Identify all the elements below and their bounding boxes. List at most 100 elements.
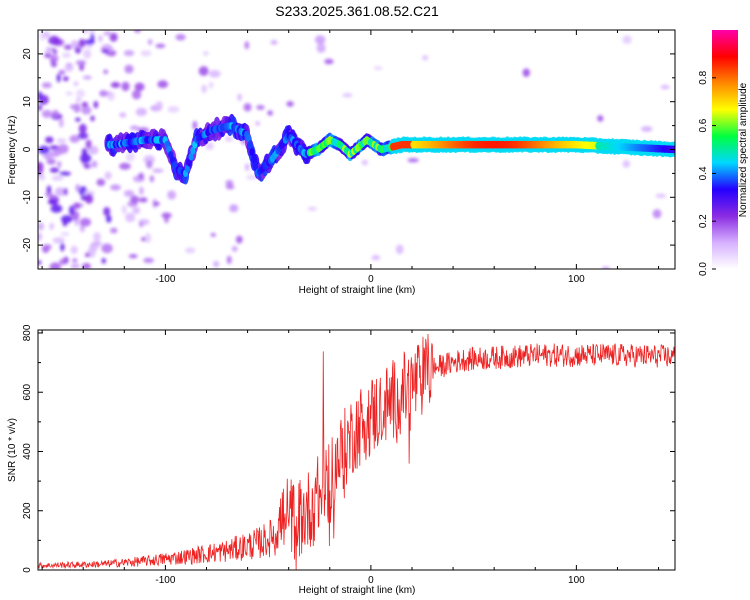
spectrogram-noise-blob [56, 138, 67, 144]
snr-ytick-label: 400 [22, 443, 33, 460]
spectrogram-noise-blob [130, 195, 140, 204]
spectrogram-noise-blob [44, 52, 52, 59]
spectrogram-xlabel: Height of straight line (km) [299, 285, 416, 296]
figure-title: S233.2025.361.08.52.C21 [275, 3, 439, 19]
spectrogram-ridge-core [186, 158, 192, 167]
spectrogram-noise-blob [140, 50, 152, 57]
spectrogram-noise-blob [62, 220, 68, 227]
spectrogram-noise-blob [210, 232, 216, 237]
spectrogram-noise-blob [70, 263, 80, 269]
spectrogram-noise-blob [38, 232, 43, 241]
spectrogram-noise-blob [65, 91, 73, 96]
spectrogram-noise-blob [244, 41, 250, 50]
spectrogram-noise-blob [38, 260, 42, 265]
spectrogram-noise-blob [119, 112, 127, 118]
spectrogram-ridge-core [184, 164, 190, 173]
spectrogram-noise-blob [121, 81, 130, 92]
snr-xtick-label: 100 [568, 575, 585, 586]
spectrogram-ytick-label: 10 [22, 96, 33, 108]
spectrogram-ytick-label: 0 [22, 146, 33, 152]
snr-ytick-label: 800 [22, 324, 33, 341]
spectrogram-noise-blob [147, 39, 153, 45]
spectrogram-noise-blob [56, 73, 61, 83]
spectrogram-noise-blob [105, 215, 112, 223]
spectrogram-noise-blob [38, 165, 44, 176]
colorbar-tick-label: 0.2 [698, 214, 709, 228]
spectrogram-noise-blob [78, 38, 86, 48]
spectrogram-noise-blob [98, 34, 103, 43]
snr-ytick-label: 600 [22, 383, 33, 400]
spectrogram-xtick-label: 0 [368, 274, 374, 285]
spectrogram-noise-blob [205, 142, 214, 150]
spectrogram-noise-blob [81, 101, 89, 108]
spectrogram-noise-blob [51, 175, 64, 181]
spectrogram-ylabel: Frequency (Hz) [7, 116, 18, 185]
spectrogram-noise-blob [46, 158, 56, 165]
spectrogram-ytick-label: -10 [22, 190, 33, 205]
spectrogram-noise-blob [121, 204, 127, 215]
spectrogram-noise-blob [316, 43, 326, 53]
spectrogram-noise-blob [42, 31, 51, 39]
spectrogram-noise-blob [55, 187, 66, 197]
spectrogram-noise-layer [38, 30, 670, 269]
spectrogram-noise-blob [132, 207, 141, 214]
spectrogram-noise-blob [201, 84, 207, 94]
spectrogram-noise-blob [601, 266, 610, 269]
spectrogram-noise-blob [57, 160, 62, 169]
spectrogram-noise-blob [49, 262, 61, 269]
spectrogram-noise-blob [149, 175, 155, 183]
spectrogram-noise-blob [80, 153, 92, 164]
spectrogram-noise-blob [342, 93, 353, 98]
spectrogram-noise-blob [49, 167, 60, 173]
spectrogram-noise-blob [82, 75, 92, 80]
spectrogram-noise-blob [226, 255, 232, 265]
spectrogram-noise-blob [101, 48, 110, 53]
spectrogram-noise-blob [660, 84, 670, 90]
spectrogram-noise-blob [123, 190, 135, 197]
spectrogram-noise-blob [44, 136, 54, 144]
spectrogram-noise-blob [96, 178, 106, 187]
spectrogram-noise-blob [119, 162, 131, 170]
spectrogram-noise-blob [38, 173, 46, 181]
spectrogram-noise-blob [371, 255, 381, 261]
spectrogram-noise-blob [208, 81, 214, 89]
spectrogram-noise-blob [286, 101, 294, 107]
spectrogram-ytick-label: 20 [22, 48, 33, 60]
spectrogram-noise-blob [134, 30, 141, 33]
spectrogram-noise-blob [138, 197, 148, 203]
spectrogram-noise-blob [203, 51, 209, 56]
spectrogram-noise-blob [107, 91, 115, 101]
spectrogram-noise-blob [77, 132, 89, 140]
colorbar-tick-label: 0.8 [698, 70, 709, 84]
spectrogram-noise-blob [83, 49, 92, 59]
spectrogram-noise-blob [73, 81, 79, 87]
spectrogram-noise-blob [63, 188, 68, 196]
spectrogram-ridge-core [253, 161, 259, 170]
spectrogram-noise-blob [164, 213, 169, 224]
spectrogram-noise-blob [48, 35, 60, 45]
spectrogram-noise-blob [64, 63, 74, 72]
spectrogram-noise-blob [91, 160, 98, 168]
spectrogram-noise-blob [87, 145, 99, 155]
spectrogram-noise-blob [135, 107, 147, 117]
spectrogram-noise-blob [75, 97, 82, 103]
spectrogram-noise-blob [143, 155, 155, 164]
spectrogram-noise-blob [422, 55, 429, 61]
spectrogram-noise-blob [185, 247, 196, 254]
spectrogram-noise-blob [373, 66, 383, 71]
spectrogram-noise-blob [85, 139, 92, 149]
spectrogram-noise-blob [69, 135, 80, 143]
spectrogram-noise-blob [144, 233, 152, 243]
spectrogram-noise-blob [255, 121, 261, 126]
spectrogram-noise-blob [208, 69, 221, 78]
spectrogram-ridge-core [190, 146, 196, 155]
spectrogram-noise-blob [84, 193, 94, 204]
spectrogram-noise-blob [52, 109, 59, 118]
spectrogram-noise-blob [131, 89, 142, 100]
spectrogram-noise-blob [652, 209, 662, 219]
spectrogram-noise-blob [63, 44, 72, 50]
spectrogram-noise-blob [59, 258, 67, 265]
spectrogram-noise-blob [307, 206, 317, 211]
spectrogram-noise-blob [237, 93, 242, 102]
